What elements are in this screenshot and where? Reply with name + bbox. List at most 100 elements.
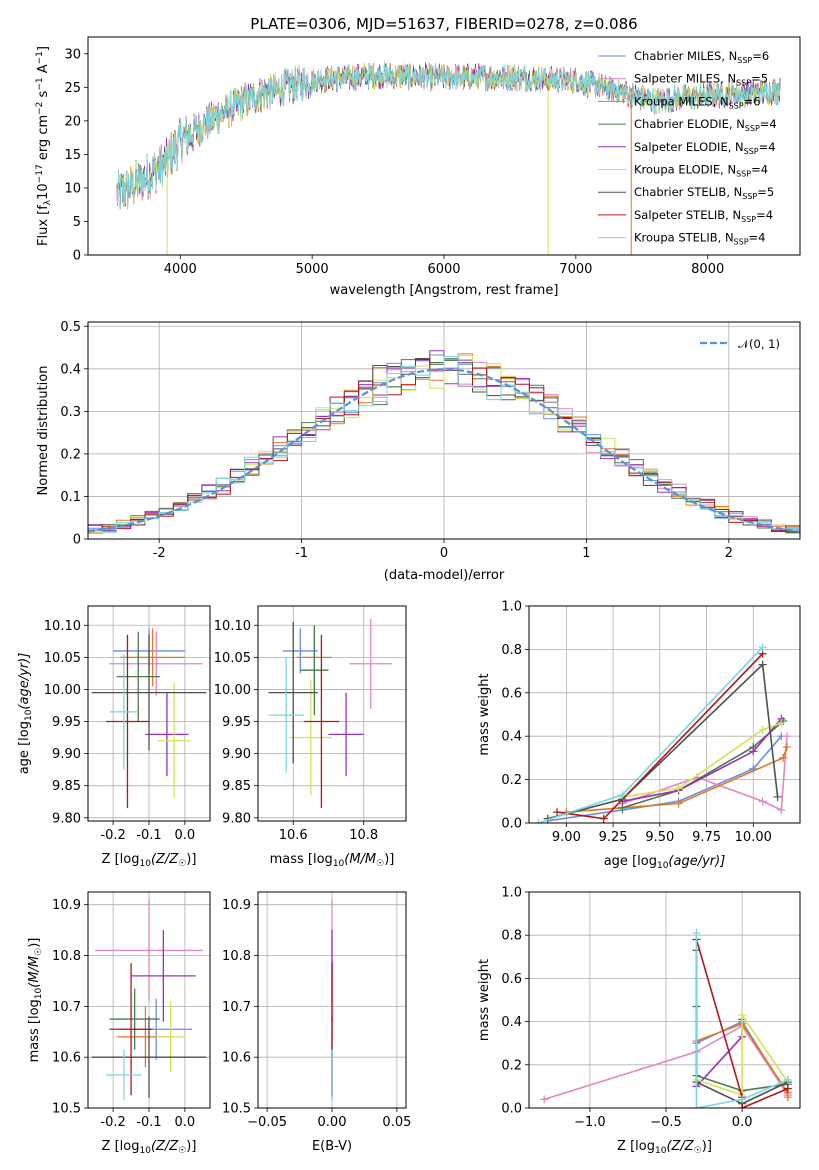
label-part: SSP [737,56,752,65]
label-part: Kroupa MILES [634,94,713,108]
weight-point-marker [758,725,767,734]
label-part: Salpeter MILES [634,72,720,86]
x-tick-label: 4000 [164,262,197,277]
x-tick-label: -2 [153,546,166,561]
label-part: 10 [657,861,669,871]
label-part: age [log [604,854,657,869]
label-part: ] [36,46,51,51]
label-part: , [713,94,720,108]
label-part: = [757,185,767,199]
age-vs-mass-panel: 10.6 10.8 9.80 9.85 9.90 9.95 10.00 10.05 10.10 m… [214,605,407,869]
axes-frame [257,891,407,1109]
x-tick-label: 10.8 [349,828,378,843]
y-tick-label: 5 [73,215,81,230]
y-tick-label: 10.6 [52,1051,81,1066]
label-part: age [log [17,721,32,774]
y-tick-label: 10.9 [52,898,81,913]
weight-point-marker [758,660,767,669]
gaussian-curve [88,368,800,533]
y-tick-label: 10.00 [44,683,81,698]
y-tick-label: 0.2 [501,773,522,788]
x-tick-label: 0.05 [382,1115,411,1130]
x-tick-label: −0.5 [650,1115,682,1130]
legend-entry: Chabrier ELODIE, NSSP=4 [634,117,777,133]
plot-area [540,929,792,1108]
label-part: 10 [139,1146,151,1156]
label-part: = [759,140,769,154]
label-part: −1 [35,51,45,64]
label-part: )] [186,852,196,867]
weight-point-marker [692,1104,701,1108]
y-axis-label: Flux [fλ10−17 erg cm−2 s−1 A−1] [35,46,53,246]
residuals-panel: -2 -1 0 1 2 0 0.1 0.2 0.3 0.4 0.5 𝒩(0, 1) (data-mode… [36,320,801,583]
label-part: 6 [753,94,760,108]
label-part: , [721,49,728,63]
label-part: Z [log [617,1139,655,1154]
y-axis-label: mass weight [477,959,492,1041]
plot-area [91,628,207,809]
x-tick-label: -1 [295,546,308,561]
x-tick-label: 10.6 [279,828,308,843]
y-axis-label: age [log10(age/yr)] [17,653,34,775]
x-tick-label: 0 [440,546,448,561]
y-tick-label: 0.2 [60,447,81,462]
y-tick-label: 15 [64,148,81,163]
legend-entry: Salpeter ELODIE, NSSP=4 [634,140,776,156]
label-part: 5 [761,72,768,86]
label-part: 4 [769,117,776,131]
y-axis-label: Normed distribution [36,366,51,496]
y-tick-label: 20 [64,114,81,129]
y-tick-label: 9.85 [52,779,81,794]
weight-point-marker [674,799,683,808]
legend-entry: Kroupa ELODIE, NSSP=4 [634,163,768,179]
label-part: N [736,117,745,131]
weight-point-marker [534,819,543,823]
x-tick-label: -0.2 [100,1115,125,1130]
label-part: N [720,94,729,108]
y-tick-label: 0.6 [501,972,522,987]
weight-point-marker [599,814,608,823]
label-part: 5 [767,185,774,199]
x-tick-label: -0.1 [136,1115,161,1130]
x-tick-label: 0.0 [175,1115,196,1130]
label-part: (M/M [344,852,376,867]
label-part: ☉ [178,1146,186,1156]
label-part: N [727,163,736,177]
label-part: (age/yr)] [668,854,725,869]
y-tick-label: 10.00 [214,683,251,698]
label-part: = [756,208,766,222]
label-part: ☉ [178,859,186,869]
label-part: 10 [24,709,34,721]
y-axis-label: mass [log10(M/M☉)] [27,938,44,1063]
y-tick-label: 10.8 [222,949,251,964]
label-part: )] [186,1139,196,1154]
weight-point-marker [779,753,788,762]
weight-point-marker [773,792,782,801]
label-part: = [744,94,754,108]
x-axis-label: (data-model)/error [384,568,505,583]
label-part: , [726,185,733,199]
x-tick-label: 9.25 [599,830,628,845]
y-tick-label: 9.85 [222,779,251,794]
y-tick-label: 10.9 [222,898,251,913]
weight-series-line [543,1024,789,1101]
y-tick-label: 0.8 [501,643,522,658]
y-tick-label: 9.80 [222,811,251,826]
x-axis-label: wavelength [Angstrom, rest frame] [330,283,559,298]
label-part: Chabrier STELIB [634,185,726,199]
weight-point-marker [783,1075,792,1084]
weight-point-marker [749,747,758,756]
y-tick-label: 0.3 [60,405,81,420]
mass-vs-ebv-panel: −0.05 0.00 0.05 10.5 10.6 10.7 10.8 10.9 E(B-V) [222,891,411,1154]
label-part: erg cm [36,115,51,164]
label-part: SSP [736,79,751,88]
gaussian-legend-label: 𝒩(0, 1) [738,337,780,351]
label-part: ☉ [376,859,384,869]
label-part: SSP [736,170,751,179]
y-tick-label: 9.80 [52,811,81,826]
label-part: Salpeter STELIB [634,208,725,222]
y-tick-label: 0.2 [501,1058,522,1073]
plot-area [268,618,392,809]
label-part: Z [log [102,852,140,867]
histogram-series [88,356,800,533]
